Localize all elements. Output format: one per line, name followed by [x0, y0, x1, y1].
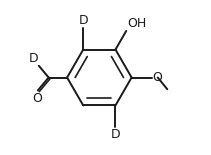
- Text: D: D: [78, 14, 88, 27]
- Text: D: D: [111, 128, 120, 141]
- Text: D: D: [28, 52, 38, 65]
- Text: O: O: [152, 71, 162, 84]
- Text: OH: OH: [127, 17, 146, 30]
- Text: O: O: [32, 92, 42, 105]
